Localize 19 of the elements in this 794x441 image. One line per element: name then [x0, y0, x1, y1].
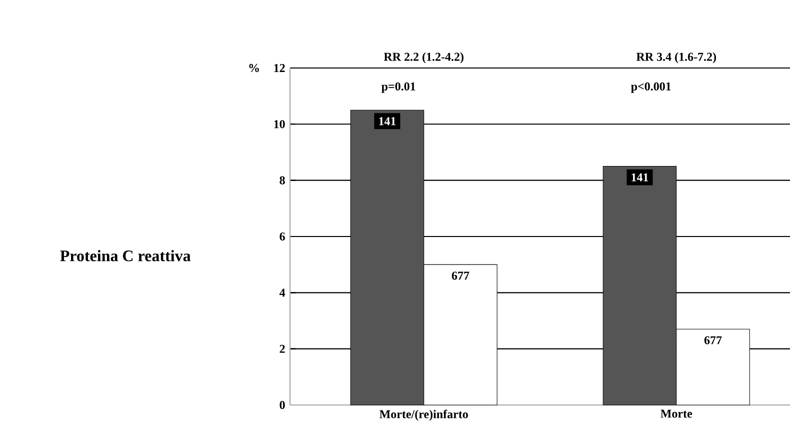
y-tick-label: 10 [274, 120, 285, 128]
annotation: p=0.01 [381, 82, 416, 93]
y-tick-label: 4 [279, 288, 286, 297]
y-tick-label: 0 [280, 400, 285, 410]
annotation: p<0.001 [631, 82, 671, 93]
x-tick-label: Morte [660, 410, 692, 418]
y-tick-label: 12 [274, 64, 285, 72]
x-tick-label: Morte/(re)infarto [380, 410, 468, 421]
annotation: 141 [379, 117, 396, 126]
annotation: 677 [704, 336, 722, 344]
y-tick-label: 6 [280, 232, 285, 241]
y-tick-label: 8 [280, 176, 285, 184]
annotation: 677 [452, 272, 470, 280]
y-tick-label: 2 [280, 344, 285, 353]
annotation: 141 [632, 173, 648, 182]
text: Proteina C reattiva [60, 250, 191, 262]
y-axis-title: % [249, 64, 259, 72]
text: RR 3.4 (1.6-7.2) [636, 52, 716, 64]
text: RR 2.2 (1.2-4.2) [384, 52, 464, 64]
